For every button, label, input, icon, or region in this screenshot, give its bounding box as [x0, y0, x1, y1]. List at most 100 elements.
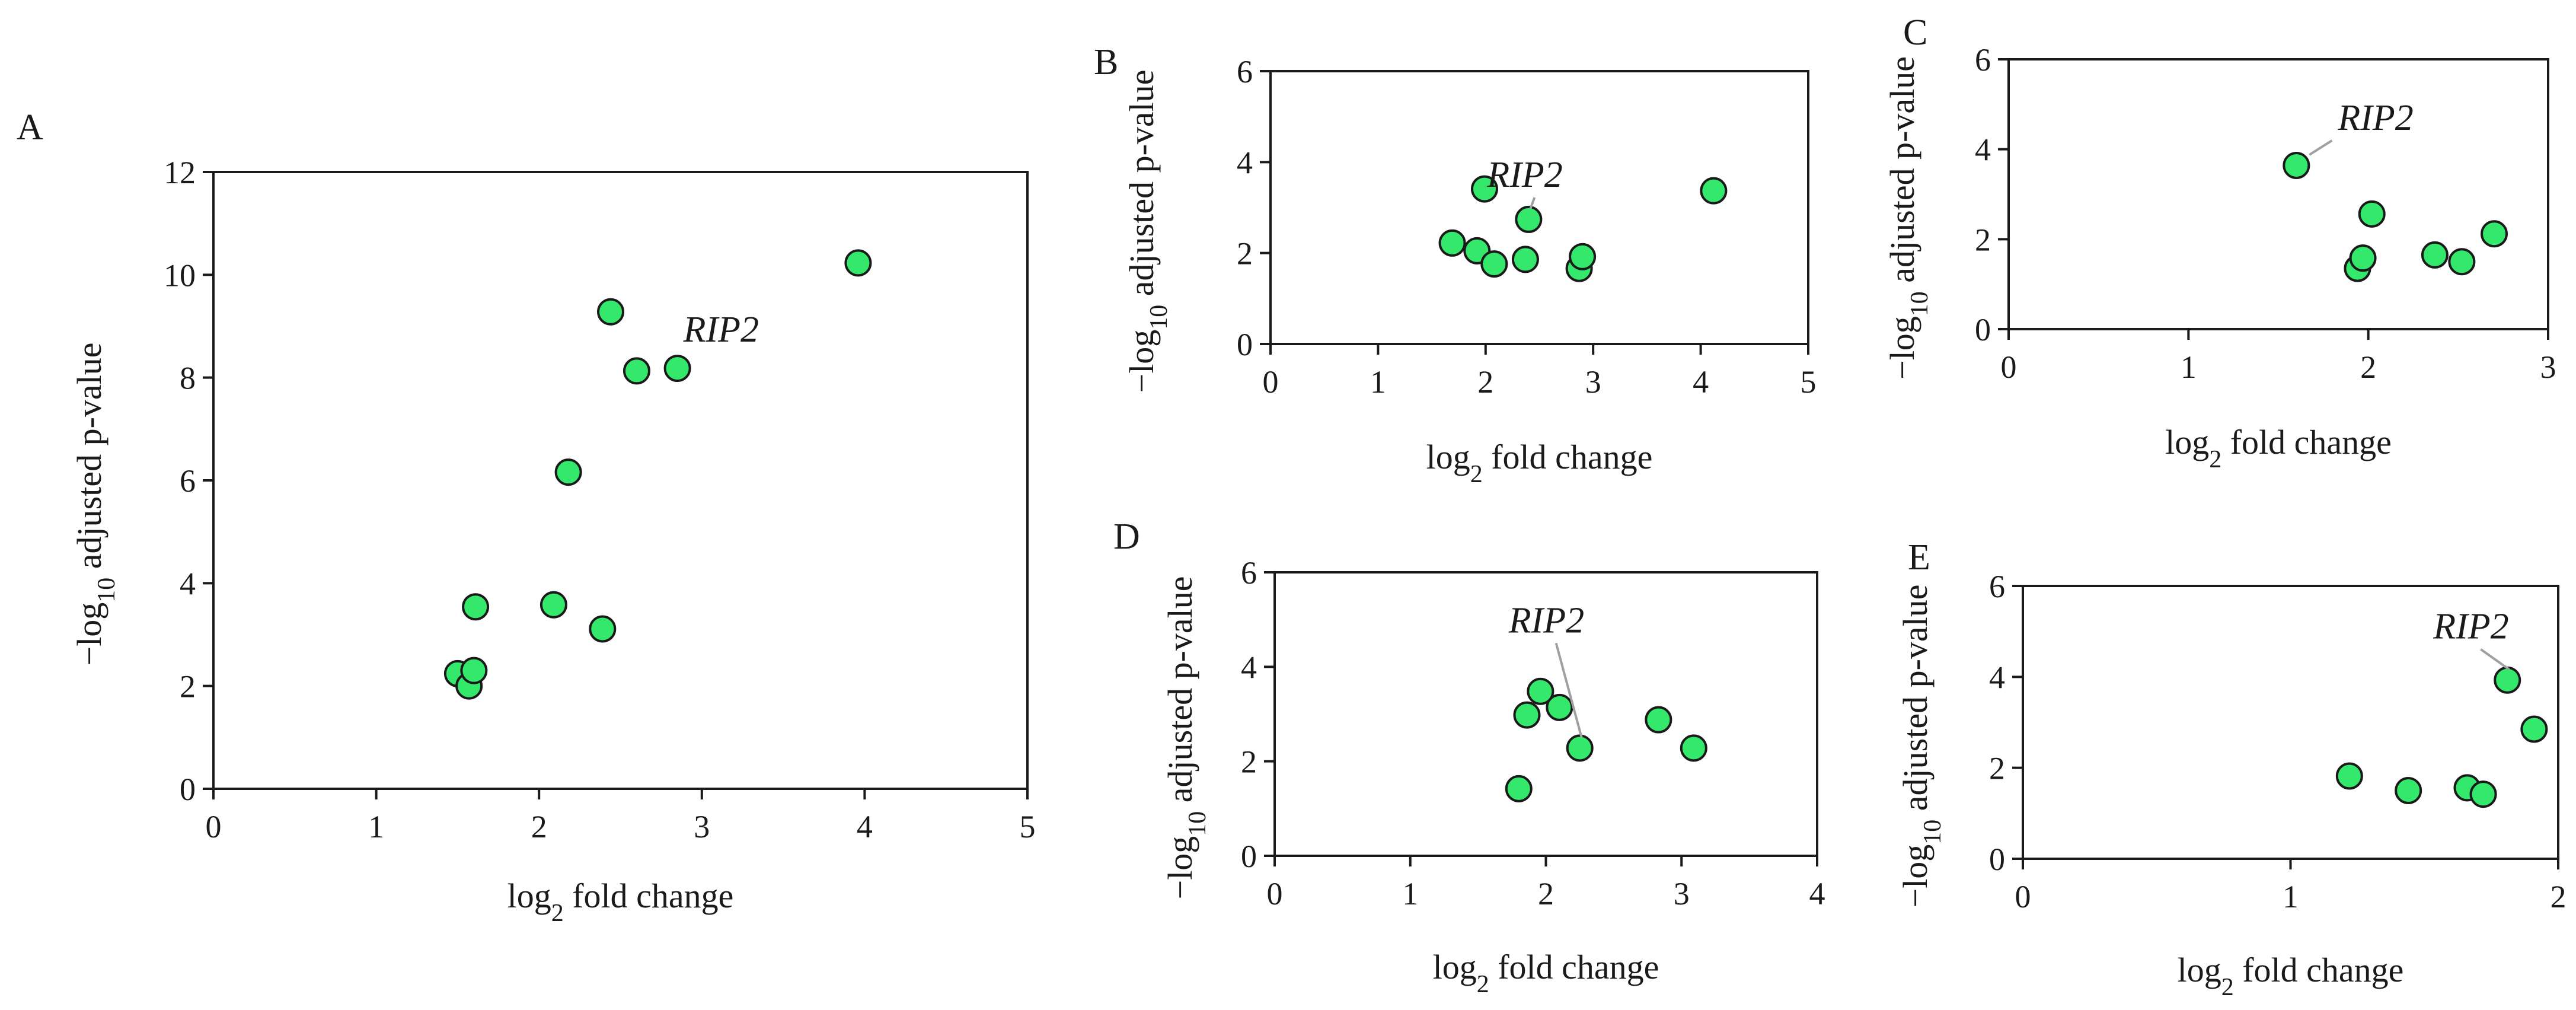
x-tick-label-c: 2 [2360, 349, 2376, 385]
x-tick-label-d: 3 [1674, 876, 1690, 912]
y-tick-label-e: 0 [1989, 842, 2005, 877]
data-point-d [1505, 775, 1533, 802]
data-point-e [2395, 777, 2422, 804]
x-tick-label-d: 1 [1402, 876, 1418, 912]
x-tick-label-d: 2 [1538, 876, 1554, 912]
x-tick-label-e: 0 [2015, 879, 2031, 915]
panel-b: B 0 1 2 3 4 5 0 2 4 6 log2 fold change −log10 adjust… [1094, 42, 1817, 488]
data-point-a [554, 458, 582, 486]
panel-label-e: E [1908, 537, 1930, 578]
data-point-c [2448, 248, 2476, 276]
data-point-a [844, 249, 872, 277]
x-tick-label-b: 2 [1477, 364, 1493, 400]
data-point-c [2349, 244, 2377, 272]
x-tick-label-c: 1 [2181, 349, 2197, 385]
y-tick-label-a: 8 [180, 361, 196, 396]
x-tick-label-a: 2 [531, 809, 547, 845]
data-point-c [2421, 241, 2449, 269]
plot-frame-c [2007, 58, 2549, 330]
y-axis-label-d: −log10 adjusted p-value [1161, 576, 1211, 899]
x-tick-label-a: 4 [857, 809, 873, 845]
annotation-leader-c [2309, 139, 2333, 156]
x-tick-label-c: 3 [2540, 349, 2556, 385]
x-tick-label-c: 0 [2001, 349, 2017, 385]
data-point-b [1470, 175, 1498, 203]
x-tick-label-e: 1 [2283, 879, 2299, 915]
y-tick-label-c: 6 [1975, 42, 1991, 78]
y-tick-label-e: 2 [1989, 751, 2005, 786]
y-tick-label-a: 2 [180, 669, 196, 705]
x-tick-label-a: 5 [1020, 809, 1036, 845]
panel-label-b: B [1094, 42, 1118, 82]
x-tick-label-a: 1 [368, 809, 384, 845]
data-point-e [2335, 762, 2363, 790]
y-tick-label-b: 6 [1237, 54, 1253, 90]
y-tick-label-d: 2 [1241, 744, 1257, 780]
data-point-c [2481, 220, 2508, 248]
y-tick-label-a: 6 [180, 463, 196, 499]
annotation-leader-e [2480, 648, 2510, 671]
panel-e: E 0 1 2 0 2 4 6 log2 fold change −log10 adjusted … [1896, 537, 2567, 1001]
annotation-rip2-d: RIP2 [1508, 600, 1584, 641]
data-point-a [597, 298, 625, 326]
y-axis-label-a: −log10 adjusted p-value [70, 342, 120, 665]
data-point-a [460, 657, 488, 684]
panel-label-d: D [1113, 517, 1140, 557]
x-tick-label-b: 4 [1693, 364, 1709, 400]
x-axis-label-d: log2 fold change [1433, 948, 1659, 998]
x-axis-label-c: log2 fold change [2165, 423, 2392, 473]
data-point-d [1513, 701, 1541, 729]
plot-frame-b [1269, 70, 1809, 345]
annotation-rip2-e: RIP2 [2433, 607, 2508, 647]
data-point-e [2494, 666, 2521, 694]
annotation-rip2-a: RIP2 [683, 310, 759, 350]
y-tick-label-b: 0 [1237, 327, 1253, 362]
y-tick-label-e: 6 [1989, 569, 2005, 604]
x-tick-label-b: 3 [1585, 364, 1601, 400]
data-point-b [1511, 246, 1539, 273]
x-axis-label-e: log2 fold change [2178, 951, 2404, 1001]
y-tick-label-b: 2 [1237, 236, 1253, 272]
y-tick-label-c: 2 [1975, 222, 1991, 257]
y-tick-label-b: 4 [1237, 145, 1253, 180]
data-point-d [1645, 706, 1672, 734]
data-point-c [2358, 200, 2386, 228]
annotation-rip2-c: RIP2 [2337, 98, 2413, 138]
data-point-d [1680, 734, 1707, 762]
x-tick-label-d: 0 [1267, 876, 1283, 912]
data-point-e [2520, 715, 2548, 743]
y-axis-label-b: −log10 adjusted p-value [1122, 69, 1173, 393]
annotation-leader-b [1529, 197, 1536, 209]
annotation-rip2-b: RIP2 [1486, 155, 1562, 195]
panel-label-c: C [1903, 12, 1927, 53]
data-point-a [663, 355, 691, 383]
panel-label-a: A [17, 107, 43, 148]
y-axis-label-e: −log10 adjusted p-value [1896, 584, 1946, 907]
y-tick-label-a: 12 [164, 155, 196, 190]
annotation-leader-d [1554, 642, 1583, 738]
y-tick-label-d: 0 [1241, 839, 1257, 874]
x-tick-label-a: 3 [694, 809, 710, 845]
data-point-b [1480, 250, 1508, 278]
data-point-c [2283, 151, 2310, 179]
x-tick-label-b: 1 [1370, 364, 1386, 400]
data-point-a [462, 593, 490, 621]
data-point-a [589, 615, 617, 643]
data-point-d [1566, 734, 1594, 762]
data-point-b [1438, 229, 1466, 257]
panel-d: D 0 1 2 3 4 0 2 4 6 log2 fold change −log10 adjuste… [1113, 517, 1825, 998]
data-point-a [540, 591, 567, 619]
data-point-d [1546, 693, 1573, 721]
data-point-b [1515, 205, 1543, 233]
y-tick-label-d: 6 [1241, 555, 1257, 591]
x-axis-label-a: log2 fold change [507, 877, 734, 927]
x-tick-label-b: 0 [1263, 364, 1279, 400]
data-point-e [2469, 780, 2497, 808]
y-tick-label-d: 4 [1241, 649, 1257, 685]
data-point-b [1700, 177, 1728, 205]
data-point-a [623, 357, 650, 385]
y-tick-label-c: 0 [1975, 312, 1991, 348]
y-tick-label-c: 4 [1975, 132, 1991, 168]
